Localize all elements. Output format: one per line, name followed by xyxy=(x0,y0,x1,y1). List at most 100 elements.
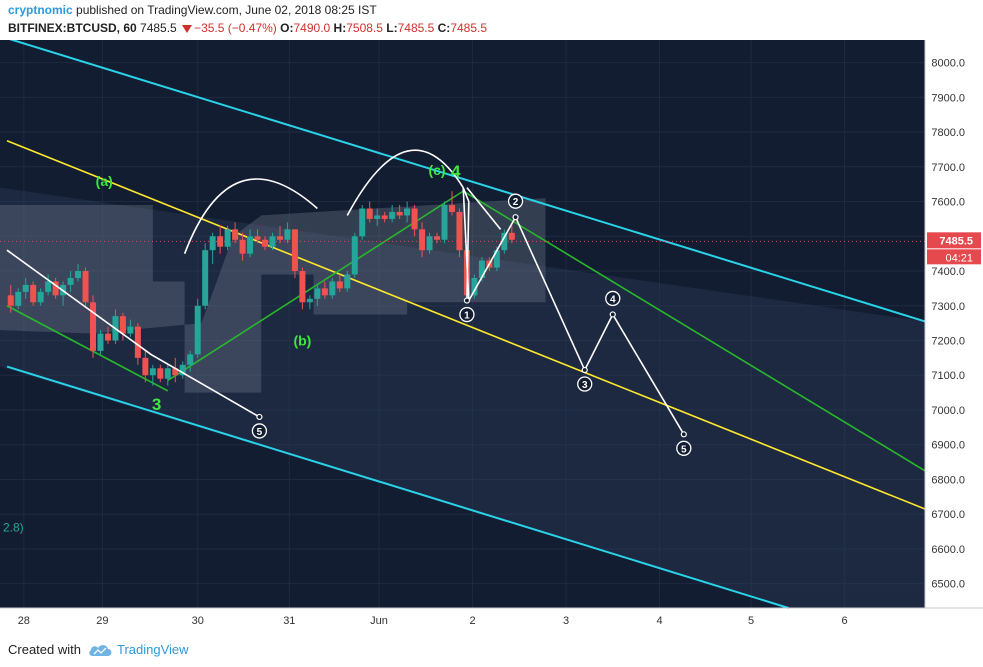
y-tick-label: 6500.0 xyxy=(931,579,965,591)
y-tick-label: 8000.0 xyxy=(931,58,965,70)
price-scale-panel xyxy=(925,40,983,608)
y-tick-label: 6900.0 xyxy=(931,440,965,452)
y-tick-label: 6600.0 xyxy=(931,544,965,556)
y-tick-label: 6800.0 xyxy=(931,474,965,486)
candle-body xyxy=(67,277,74,285)
candle-body xyxy=(471,277,478,296)
wave-5-point xyxy=(680,431,687,438)
channel-line-upper-cyan xyxy=(9,40,926,323)
left-wave-path xyxy=(6,249,260,418)
wave-3-circle xyxy=(577,376,593,392)
channel-shade xyxy=(0,187,925,608)
wave-1-label: 1 xyxy=(464,311,470,322)
wave-arc-a xyxy=(183,178,318,254)
y-tick-label: 6700.0 xyxy=(931,509,965,521)
candle-body xyxy=(90,302,97,351)
indicator-label-cut: 2.8) xyxy=(3,521,24,535)
candle-body xyxy=(142,357,149,376)
candle-body xyxy=(478,260,485,278)
candle-body xyxy=(306,298,313,303)
wave-2-point xyxy=(512,214,519,221)
candle-body xyxy=(254,236,261,240)
candle-body xyxy=(493,250,500,268)
candle-body xyxy=(52,281,59,296)
x-tick-label: Jun xyxy=(370,615,388,627)
last-price: 7485.5 xyxy=(140,21,177,35)
candle-body xyxy=(232,229,239,240)
candle-body xyxy=(501,232,508,251)
candle-body xyxy=(164,368,171,379)
wave-4-point xyxy=(609,311,616,318)
price-change: −35.5 (−0.47%) xyxy=(194,21,277,35)
candle-body xyxy=(75,271,82,278)
candle-body xyxy=(127,326,134,334)
low-value: 7485.5 xyxy=(397,21,435,35)
candle-body xyxy=(104,333,111,341)
open-value: 7490.0 xyxy=(293,21,331,35)
x-tick-label: 2 xyxy=(469,615,475,627)
wave-3-point xyxy=(581,366,588,374)
y-tick-label: 7400.0 xyxy=(931,266,965,278)
open-label: O: xyxy=(280,21,294,35)
candle-body xyxy=(15,291,22,306)
candle-body xyxy=(209,236,216,251)
y-tick-label: 7100.0 xyxy=(931,370,965,382)
candle-body xyxy=(157,368,164,379)
left-wave-5-point xyxy=(256,413,263,421)
created-with-text: Created with xyxy=(8,642,81,657)
channel-line-green-down xyxy=(462,190,926,472)
candle-body xyxy=(426,236,433,251)
price-chart[interactable]: 1 2 3 4 5 5 (a) (b) (c) 4 3 2.8) 8000.0 7900.0 7800.0 7… xyxy=(0,40,983,635)
wave-5-label: 5 xyxy=(681,444,687,455)
countdown-label: 04:21 xyxy=(945,252,973,264)
y-tick-label: 7800.0 xyxy=(931,127,965,139)
x-tick-label: 3 xyxy=(563,615,569,627)
candle-body xyxy=(262,239,269,247)
high-value: 7508.5 xyxy=(346,21,383,35)
y-tick-label: 7000.0 xyxy=(931,405,965,417)
x-tick-label: 4 xyxy=(656,615,662,627)
x-tick-label: 5 xyxy=(748,615,754,627)
wave-4-circle xyxy=(605,290,621,307)
left-wave-5-label: 5 xyxy=(257,427,263,438)
candle-body xyxy=(247,236,254,254)
wave-label: (b) xyxy=(293,333,311,349)
author-link[interactable]: cryptnomic xyxy=(8,3,73,17)
wave-1-point xyxy=(463,297,471,304)
candle-body xyxy=(508,232,515,240)
candle-body xyxy=(202,250,209,306)
candle-body xyxy=(374,215,381,219)
channel-line-lower-cyan xyxy=(6,365,789,609)
range-box xyxy=(0,198,546,393)
candle-body xyxy=(217,236,224,247)
chart-header: cryptnomic published on TradingView.com,… xyxy=(0,0,983,40)
candle-body xyxy=(37,291,44,303)
candle-body xyxy=(456,211,463,251)
candle-body xyxy=(389,211,396,219)
candle-body xyxy=(411,208,418,230)
candle-body xyxy=(224,229,231,247)
y-tick-label: 7600.0 xyxy=(931,197,965,209)
left-wave-5-circle xyxy=(251,423,268,439)
wave-5-circle xyxy=(676,440,692,456)
x-tick-label: 31 xyxy=(283,615,295,627)
candle-body xyxy=(187,354,194,365)
candle-body xyxy=(351,236,358,275)
candle-body xyxy=(7,295,14,306)
candle-body xyxy=(30,284,37,303)
candle-body xyxy=(194,305,201,355)
tradingview-link[interactable]: TradingView xyxy=(117,642,189,657)
wave-arc-c-tail xyxy=(466,187,502,230)
wave-1-circle xyxy=(459,306,475,323)
candle-body xyxy=(179,364,186,376)
down-arrow-icon xyxy=(182,24,193,33)
x-tick-label: 29 xyxy=(96,615,108,627)
grid-horizontal xyxy=(0,62,925,585)
tradingview-cloud-icon xyxy=(89,645,112,656)
candle-body xyxy=(441,205,448,240)
x-tick-label: 6 xyxy=(842,615,848,627)
candle-body xyxy=(359,208,366,237)
close-value: 7485.5 xyxy=(450,21,488,35)
x-tick-label: 30 xyxy=(192,615,204,627)
price-tag-label: 7485.5 xyxy=(939,235,973,247)
